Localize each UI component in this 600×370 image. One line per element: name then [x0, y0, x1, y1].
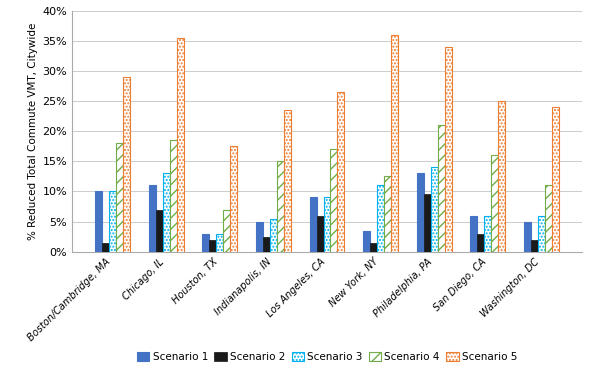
Bar: [256, 222, 263, 252]
Bar: [377, 185, 384, 252]
Bar: [116, 143, 123, 252]
Bar: [524, 222, 531, 252]
Bar: [363, 231, 370, 252]
Bar: [417, 174, 424, 252]
Bar: [498, 101, 505, 252]
Bar: [277, 161, 284, 252]
Bar: [310, 198, 317, 252]
Bar: [123, 77, 130, 252]
Bar: [545, 185, 552, 252]
Bar: [217, 233, 223, 252]
Bar: [156, 209, 163, 252]
Bar: [317, 215, 323, 252]
Bar: [370, 243, 377, 252]
Bar: [470, 215, 478, 252]
Bar: [149, 185, 156, 252]
Bar: [431, 167, 437, 252]
Bar: [209, 240, 217, 252]
Bar: [170, 140, 176, 252]
Bar: [424, 195, 431, 252]
Bar: [176, 38, 184, 252]
Bar: [163, 174, 170, 252]
Bar: [538, 215, 545, 252]
Y-axis label: % Reduced Total Commute VMT, Citywide: % Reduced Total Commute VMT, Citywide: [28, 23, 38, 240]
Bar: [552, 107, 559, 252]
Bar: [270, 219, 277, 252]
Bar: [391, 35, 398, 252]
Bar: [491, 155, 498, 252]
Bar: [284, 110, 291, 252]
Bar: [384, 176, 391, 252]
Bar: [337, 92, 344, 252]
Bar: [531, 240, 538, 252]
Bar: [109, 192, 116, 252]
Bar: [223, 209, 230, 252]
Bar: [445, 47, 452, 252]
Bar: [95, 192, 102, 252]
Bar: [323, 198, 331, 252]
Legend: Scenario 1, Scenario 2, Scenario 3, Scenario 4, Scenario 5: Scenario 1, Scenario 2, Scenario 3, Scen…: [133, 348, 521, 367]
Bar: [484, 215, 491, 252]
Bar: [202, 233, 209, 252]
Bar: [437, 125, 445, 252]
Bar: [102, 243, 109, 252]
Bar: [263, 236, 270, 252]
Bar: [331, 149, 337, 252]
Bar: [478, 233, 484, 252]
Bar: [230, 147, 237, 252]
